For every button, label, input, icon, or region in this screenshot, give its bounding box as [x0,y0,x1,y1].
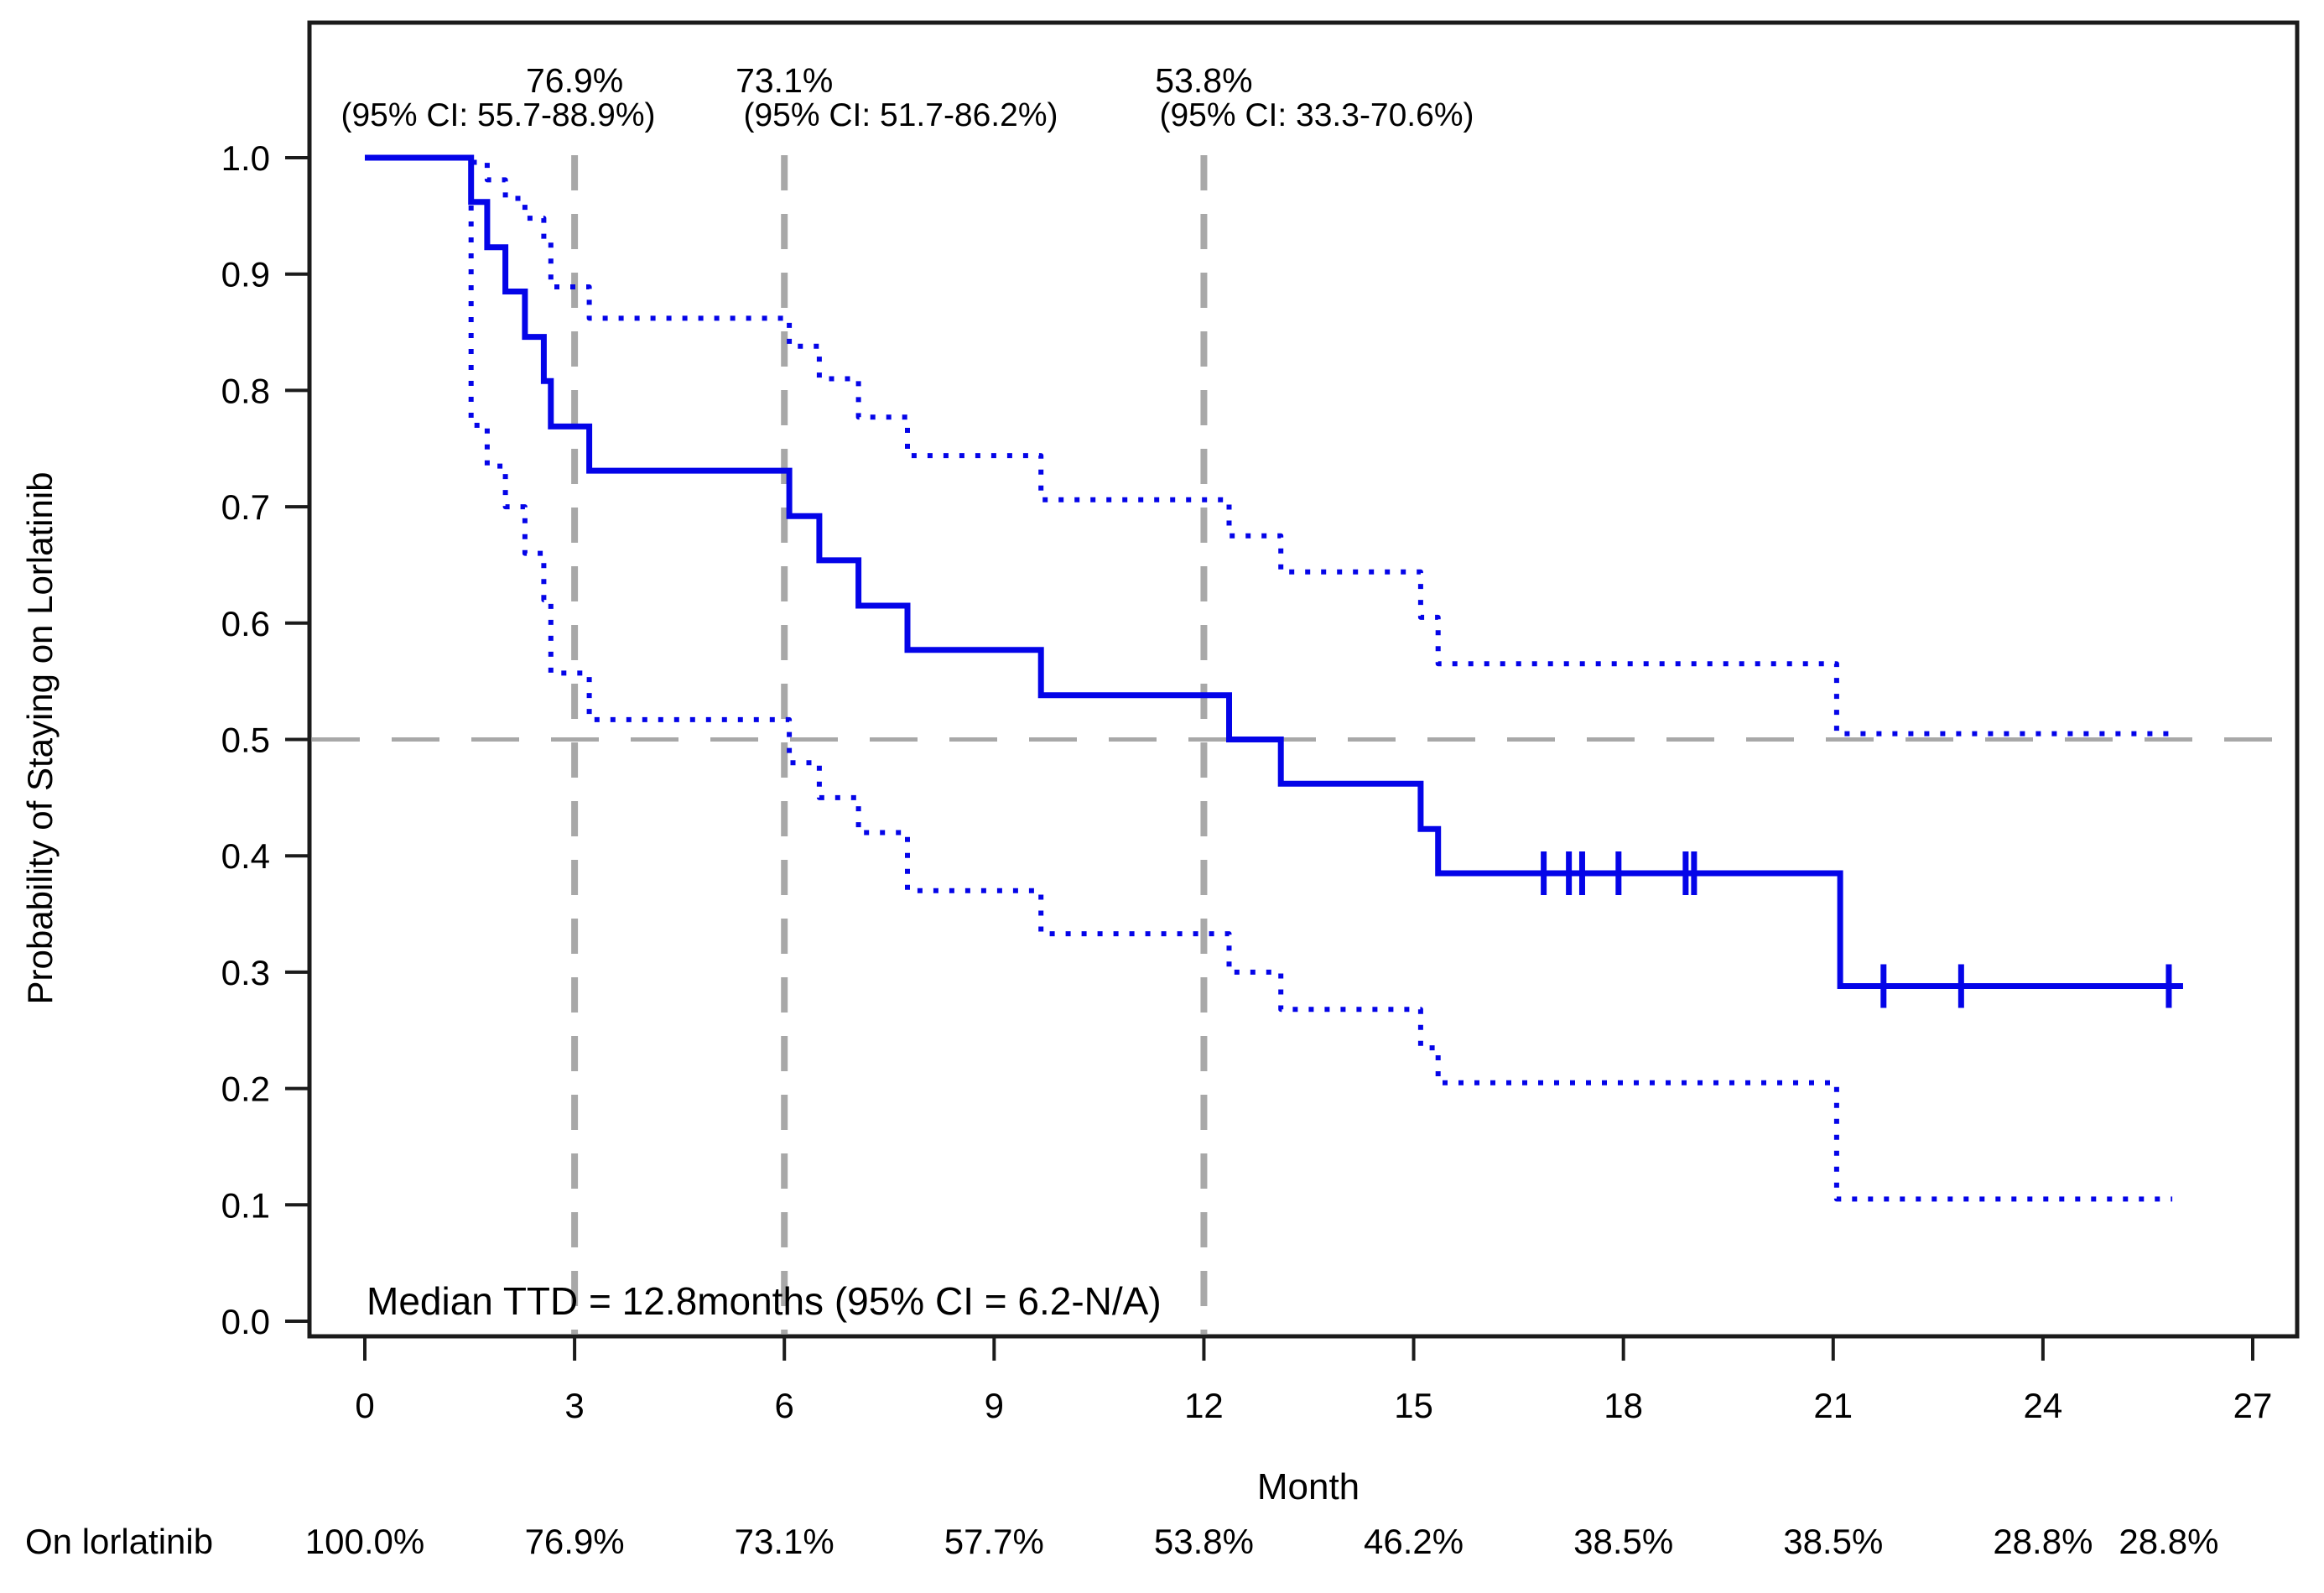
censor-marks [1529,851,2183,1008]
annotation-month-6: 73.1% (95% CI: 51.7-86.2%) [736,61,1058,133]
y-tick-label: 0.0 [221,1302,270,1341]
censor-mark [1869,964,1898,1008]
median-ttd-label: Median TTD = 12.8months (95% CI = 6.2-N/… [367,1279,1162,1323]
x-tick-label: 15 [1394,1386,1433,1425]
x-tick-label: 0 [355,1386,374,1425]
annotation-month-3-value: 76.9% [526,61,623,100]
risk-value-month-3: 76.9% [525,1522,625,1561]
risk-value-month-12: 53.8% [1154,1522,1254,1561]
plot-border [307,20,2300,1339]
y-tick-label: 0.3 [221,953,270,992]
x-tick-label: 24 [2024,1386,2063,1425]
y-axis-title: Probability of Staying on Lorlatinib [20,471,60,1004]
risk-value-month-6: 73.1% [735,1522,834,1561]
annotation-month-12-ci: (95% CI: 33.3-70.6%) [1159,97,1474,133]
x-tick-label: 27 [2233,1386,2273,1425]
risk-value-month-15: 46.2% [1364,1522,1464,1561]
censor-mark [1568,851,1597,896]
x-tick-label: 6 [775,1386,794,1425]
censor-mark [1529,851,1558,896]
y-axis: 1.0 0.9 0.8 0.7 0.6 0.5 0.4 0.3 0.2 0.1 0.0 [221,138,309,1341]
y-tick-label: 0.7 [221,487,270,527]
x-tick-label: 21 [1813,1386,1853,1425]
risk-value-month-0: 100.0% [305,1522,424,1561]
censor-mark [1947,964,1976,1008]
risk-value-month-24: 28.8% [1993,1522,2093,1561]
y-tick-label: 0.8 [221,371,270,410]
censor-mark [1679,851,1708,896]
x-tick-label: 9 [985,1386,1004,1425]
annotation-month-12: 53.8% (95% CI: 33.3-70.6%) [1155,61,1474,133]
risk-value-month-21: 38.5% [1783,1522,1883,1561]
reference-lines [312,155,2295,1334]
annotation-month-3: 76.9% (95% CI: 55.7-88.9%) [341,61,655,133]
y-tick-label: 1.0 [221,138,270,178]
y-tick-label: 0.2 [221,1070,270,1109]
upper-ci-line [365,155,2173,737]
x-tick-label: 3 [564,1386,584,1425]
annotation-month-6-ci: (95% CI: 51.7-86.2%) [743,97,1058,133]
y-tick-label: 0.1 [221,1185,270,1225]
risk-row-values: 100.0% 76.9% 73.1% 57.7% 53.8% 46.2% 38.5% 38.5… [305,1522,2219,1561]
annotation-month-3-ci: (95% CI: 55.7-88.9%) [341,97,655,133]
censor-mark [2154,964,2183,1008]
y-tick-label: 0.5 [221,721,270,760]
km-solid-line [365,154,2173,989]
censor-mark [1604,851,1633,896]
annotation-month-12-value: 53.8% [1155,61,1252,100]
risk-value-month-9: 57.7% [944,1522,1044,1561]
x-tick-label: 18 [1604,1386,1643,1425]
x-axis: 0 3 6 9 12 15 18 21 24 27 [355,1336,2272,1425]
y-tick-label: 0.6 [221,604,270,643]
y-tick-label: 0.9 [221,255,270,294]
annotation-month-6-value: 73.1% [736,61,833,100]
y-tick-label: 0.4 [221,836,270,876]
x-axis-title: Month [1257,1466,1360,1507]
x-tick-label: 12 [1184,1386,1224,1425]
lower-ci-line [468,158,2173,1202]
risk-row-label: On lorlatinib [25,1522,213,1561]
risk-value-month-25.8: 28.8% [2119,1522,2218,1561]
risk-value-month-18: 38.5% [1573,1522,1673,1561]
